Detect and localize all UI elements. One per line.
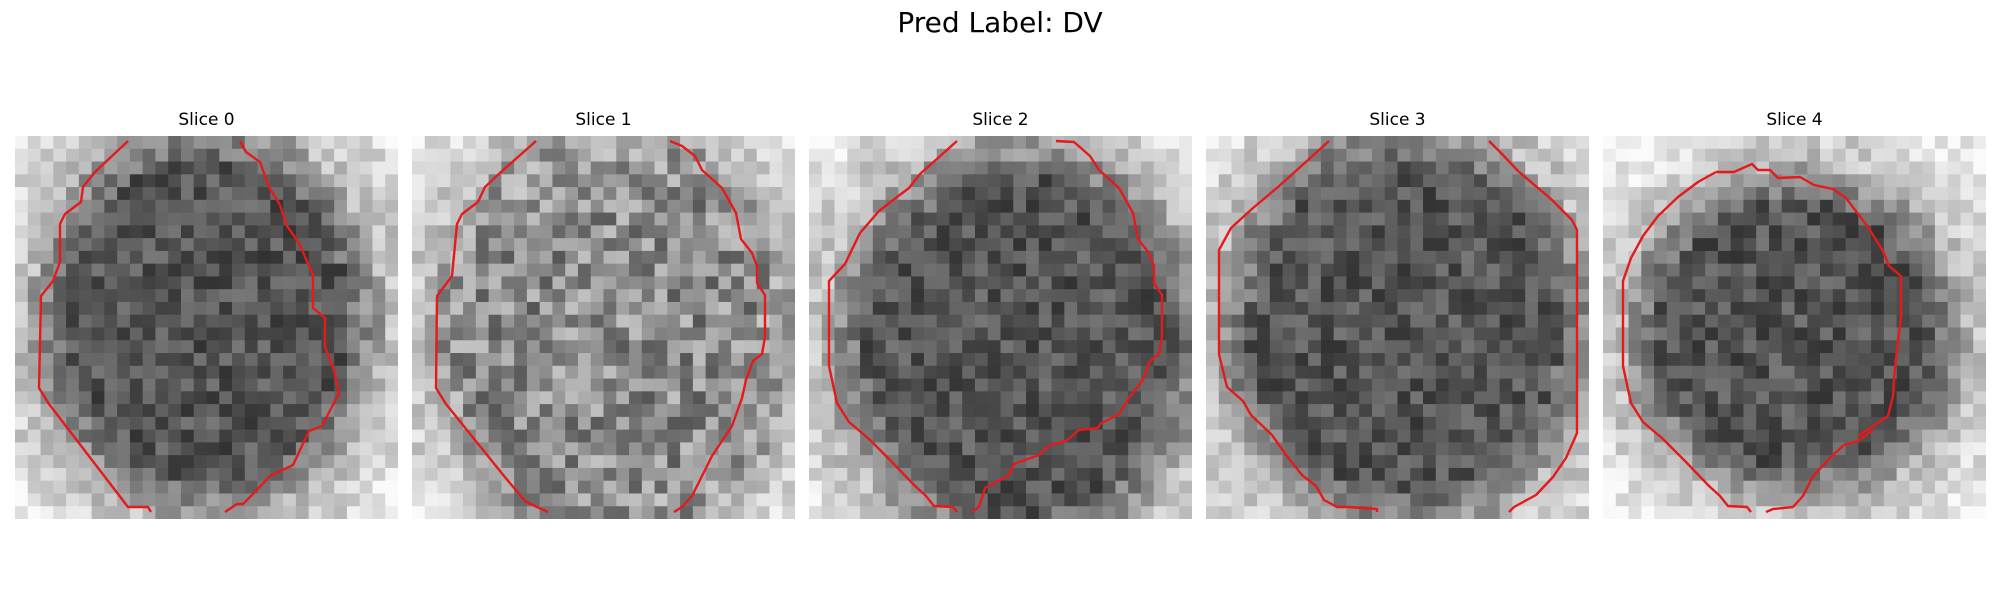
segmentation-contour xyxy=(669,139,767,514)
segmentation-contour xyxy=(37,140,153,513)
segmentation-contour xyxy=(1621,170,1752,513)
slice-image-3 xyxy=(1206,136,1589,519)
figure-title: Pred Label: DV xyxy=(897,6,1103,39)
segmentation-contour xyxy=(1488,140,1579,513)
segmentation-contour xyxy=(1716,162,1903,437)
pixel-grid xyxy=(412,136,795,519)
slice-title-0: Slice 0 xyxy=(178,110,235,130)
segmentation-contour xyxy=(434,140,549,514)
pixel-grid xyxy=(809,136,1192,519)
segmentation-contour xyxy=(224,140,341,513)
slice-panel-4: Slice 4 xyxy=(1603,108,1986,519)
slice-panel-0: Slice 0 xyxy=(15,108,398,519)
slice-title-4: Slice 4 xyxy=(1766,110,1823,130)
segmentation-contour xyxy=(1217,140,1379,512)
slice-title-3: Slice 3 xyxy=(1369,110,1426,130)
pixel-grid xyxy=(15,136,398,519)
slice-title-2: Slice 2 xyxy=(972,110,1029,130)
slice-image-2 xyxy=(809,136,1192,519)
slice-panel-3: Slice 3 xyxy=(1206,108,1589,519)
slice-panel-1: Slice 1 xyxy=(412,108,795,519)
slice-image-4 xyxy=(1603,136,1986,519)
slice-panel-2: Slice 2 xyxy=(809,108,1192,519)
slice-image-1 xyxy=(412,136,795,519)
slice-image-0 xyxy=(15,136,398,519)
slice-title-1: Slice 1 xyxy=(575,110,632,130)
segmentation-contour xyxy=(827,140,958,513)
segmentation-contour xyxy=(1765,429,1874,514)
segmentation-contour xyxy=(971,139,1164,513)
pixel-grid xyxy=(1603,136,1986,519)
pixel-grid xyxy=(1206,136,1589,519)
